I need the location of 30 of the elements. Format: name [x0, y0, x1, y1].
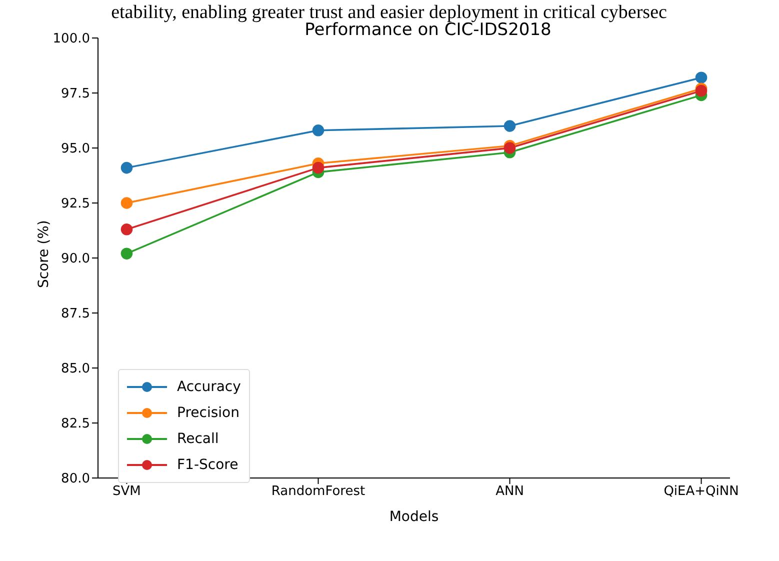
x-tick-label: SVM [112, 484, 141, 500]
point [504, 142, 516, 154]
point [695, 72, 708, 84]
x-tick-label: RandomForest [271, 484, 366, 500]
point [120, 248, 133, 260]
text: etability, enabling greater trust and easier deployment in critical cybersec [110, 2, 668, 23]
legend-label: Accuracy [177, 378, 241, 397]
y-axis-title: Score (%) [36, 220, 52, 288]
legend-label: Precision [177, 404, 240, 423]
point [312, 124, 324, 136]
y-tick-label: 100.0 [52, 32, 90, 47]
point [695, 84, 708, 97]
y-tick-label: 80.0 [61, 472, 90, 487]
legend-label: F1-Score [177, 456, 238, 475]
y-tick-label: 95.0 [61, 142, 90, 157]
point [120, 197, 133, 209]
y-tick-label: 97.5 [61, 86, 90, 102]
y-tick-label: 87.5 [61, 306, 90, 322]
legend-label: Recall [177, 430, 219, 449]
x-tick-label: ANN [496, 484, 524, 500]
y-tick-label: 85.0 [61, 362, 90, 377]
point [312, 162, 324, 174]
point [120, 224, 133, 236]
y-tick-label: 82.5 [61, 416, 90, 432]
x-axis-title: Models [389, 509, 439, 525]
x-tick-label: QiEA+QiNN [664, 484, 739, 500]
point [120, 162, 133, 174]
y-tick-label: 90.0 [61, 252, 90, 267]
y-tick-label: 92.5 [61, 196, 90, 212]
point [504, 120, 516, 132]
